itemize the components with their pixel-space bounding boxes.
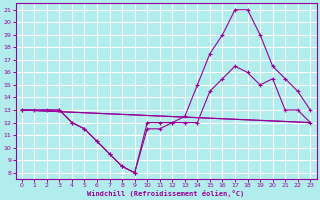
X-axis label: Windchill (Refroidissement éolien,°C): Windchill (Refroidissement éolien,°C) (87, 190, 245, 197)
